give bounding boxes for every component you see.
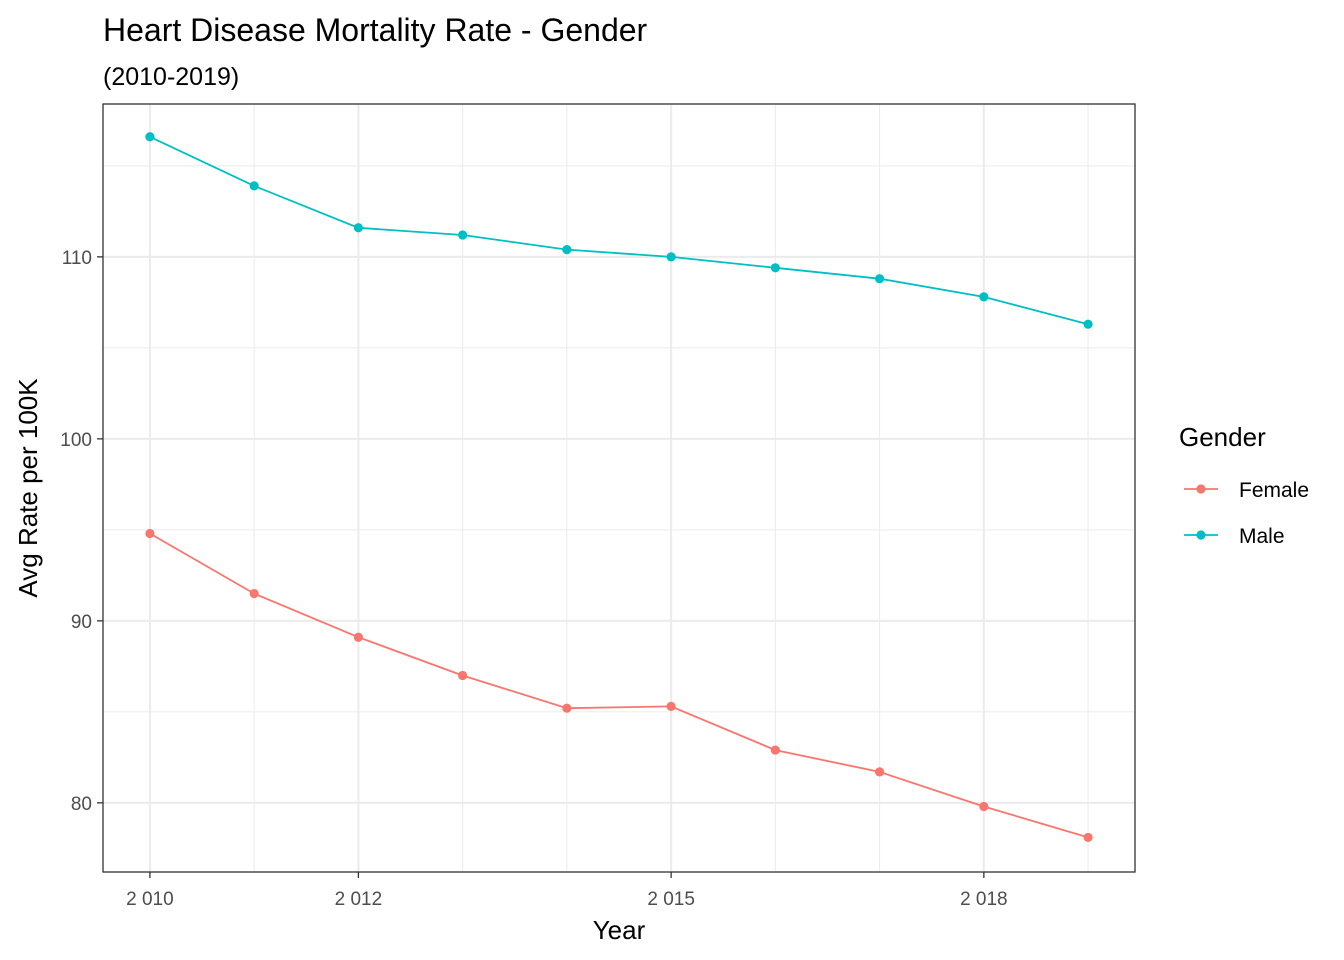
series-line-female: [149, 532, 1089, 839]
legend-label: Female: [1239, 479, 1309, 502]
chart-subtitle: (2010-2019): [103, 63, 239, 91]
data-point-male: [979, 292, 989, 302]
x-axis-title: Year: [593, 915, 646, 945]
legend-label: Male: [1239, 525, 1285, 548]
y-tick-label: 110: [62, 248, 92, 269]
data-point-male: [666, 252, 676, 262]
data-point-male: [249, 181, 259, 191]
grid-lines: [103, 104, 1135, 872]
x-tick-label: 2 010: [126, 889, 174, 910]
data-point-female: [1083, 832, 1093, 843]
legend-item-female: Female: [1184, 479, 1309, 502]
legend-key-point: [1196, 484, 1206, 494]
data-point-male: [458, 230, 468, 240]
data-point-female: [145, 528, 155, 539]
series-line-male: [149, 135, 1089, 326]
data-point-male: [875, 274, 885, 284]
data-point-male: [353, 223, 363, 233]
plot-panel-border: [102, 103, 1136, 873]
y-tick-label: 100: [60, 430, 92, 451]
x-tick-label: 2 012: [335, 889, 383, 910]
axes: 2 010 2 012 2 015 2 018 80 90 100 110: [60, 248, 1007, 910]
series-male: [145, 132, 1093, 329]
data-point-female: [458, 670, 468, 681]
data-point-female: [979, 801, 989, 812]
legend-key-point: [1196, 530, 1206, 540]
chart-title: Heart Disease Mortality Rate - Gender: [103, 12, 648, 48]
legend-item-male: Male: [1184, 525, 1285, 548]
y-tick-label: 90: [71, 612, 92, 633]
x-tick-label: 2 018: [960, 889, 1008, 910]
data-point-male: [1083, 319, 1093, 329]
y-axis-title: Avg Rate per 100K: [13, 378, 43, 598]
legend-title: Gender: [1179, 422, 1266, 452]
series-female: [145, 528, 1093, 843]
data-point-female: [666, 701, 676, 711]
data-point-female: [249, 588, 259, 599]
data-point-female: [562, 703, 572, 713]
data-point-female: [875, 767, 885, 777]
x-tick-label: 2 015: [647, 889, 695, 910]
data-point-male: [145, 132, 155, 142]
data-point-female: [353, 632, 363, 642]
legend: Gender Female Male: [1179, 422, 1309, 548]
data-series: [145, 132, 1093, 843]
data-point-male: [562, 244, 572, 255]
data-point-male: [770, 263, 780, 273]
data-point-female: [770, 745, 780, 755]
y-tick-label: 80: [71, 794, 92, 815]
